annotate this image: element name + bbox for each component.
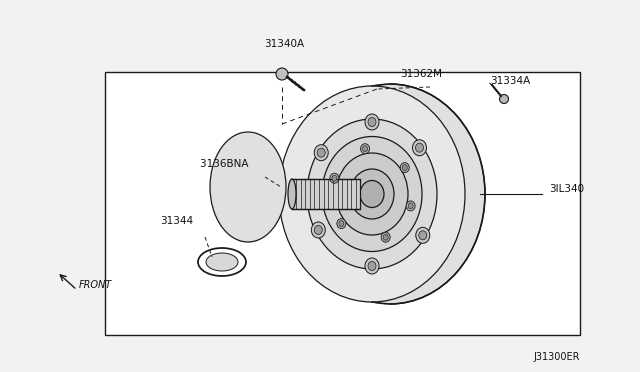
Ellipse shape — [416, 227, 430, 243]
Ellipse shape — [383, 234, 388, 240]
Ellipse shape — [339, 221, 344, 227]
Ellipse shape — [365, 114, 379, 130]
Text: 31362M: 31362M — [400, 69, 442, 79]
Ellipse shape — [311, 222, 325, 238]
Ellipse shape — [413, 140, 426, 156]
Ellipse shape — [295, 84, 485, 304]
Ellipse shape — [408, 203, 413, 209]
Ellipse shape — [314, 225, 323, 234]
Ellipse shape — [279, 86, 465, 302]
Ellipse shape — [368, 262, 376, 270]
Ellipse shape — [276, 68, 288, 80]
Ellipse shape — [317, 148, 325, 157]
Ellipse shape — [332, 175, 337, 181]
Ellipse shape — [288, 179, 296, 209]
Ellipse shape — [406, 201, 415, 211]
Text: 3136⁠BNA: 3136⁠BNA — [200, 159, 248, 169]
Text: J31300ER: J31300ER — [534, 352, 580, 362]
Text: 31334A: 31334A — [490, 76, 531, 86]
Ellipse shape — [206, 253, 238, 271]
Ellipse shape — [360, 144, 369, 154]
Ellipse shape — [365, 258, 379, 274]
Text: 3IL340: 3IL340 — [549, 184, 584, 194]
Ellipse shape — [350, 169, 394, 219]
Ellipse shape — [419, 231, 427, 240]
Ellipse shape — [314, 145, 328, 161]
Ellipse shape — [337, 219, 346, 228]
Ellipse shape — [210, 132, 286, 242]
Ellipse shape — [415, 143, 424, 152]
Ellipse shape — [499, 94, 509, 103]
Ellipse shape — [381, 232, 390, 242]
Ellipse shape — [198, 248, 246, 276]
Text: FRONT: FRONT — [79, 280, 112, 290]
Ellipse shape — [362, 146, 367, 152]
Ellipse shape — [307, 119, 437, 269]
Bar — [105, 72, 580, 335]
Text: 31344: 31344 — [160, 216, 193, 226]
Ellipse shape — [330, 173, 339, 183]
Bar — [292, 179, 360, 209]
Text: 31340A: 31340A — [264, 39, 304, 49]
Ellipse shape — [400, 163, 409, 173]
Ellipse shape — [322, 137, 422, 251]
Ellipse shape — [360, 180, 384, 208]
Ellipse shape — [403, 165, 407, 171]
Ellipse shape — [336, 153, 408, 235]
Ellipse shape — [368, 118, 376, 126]
